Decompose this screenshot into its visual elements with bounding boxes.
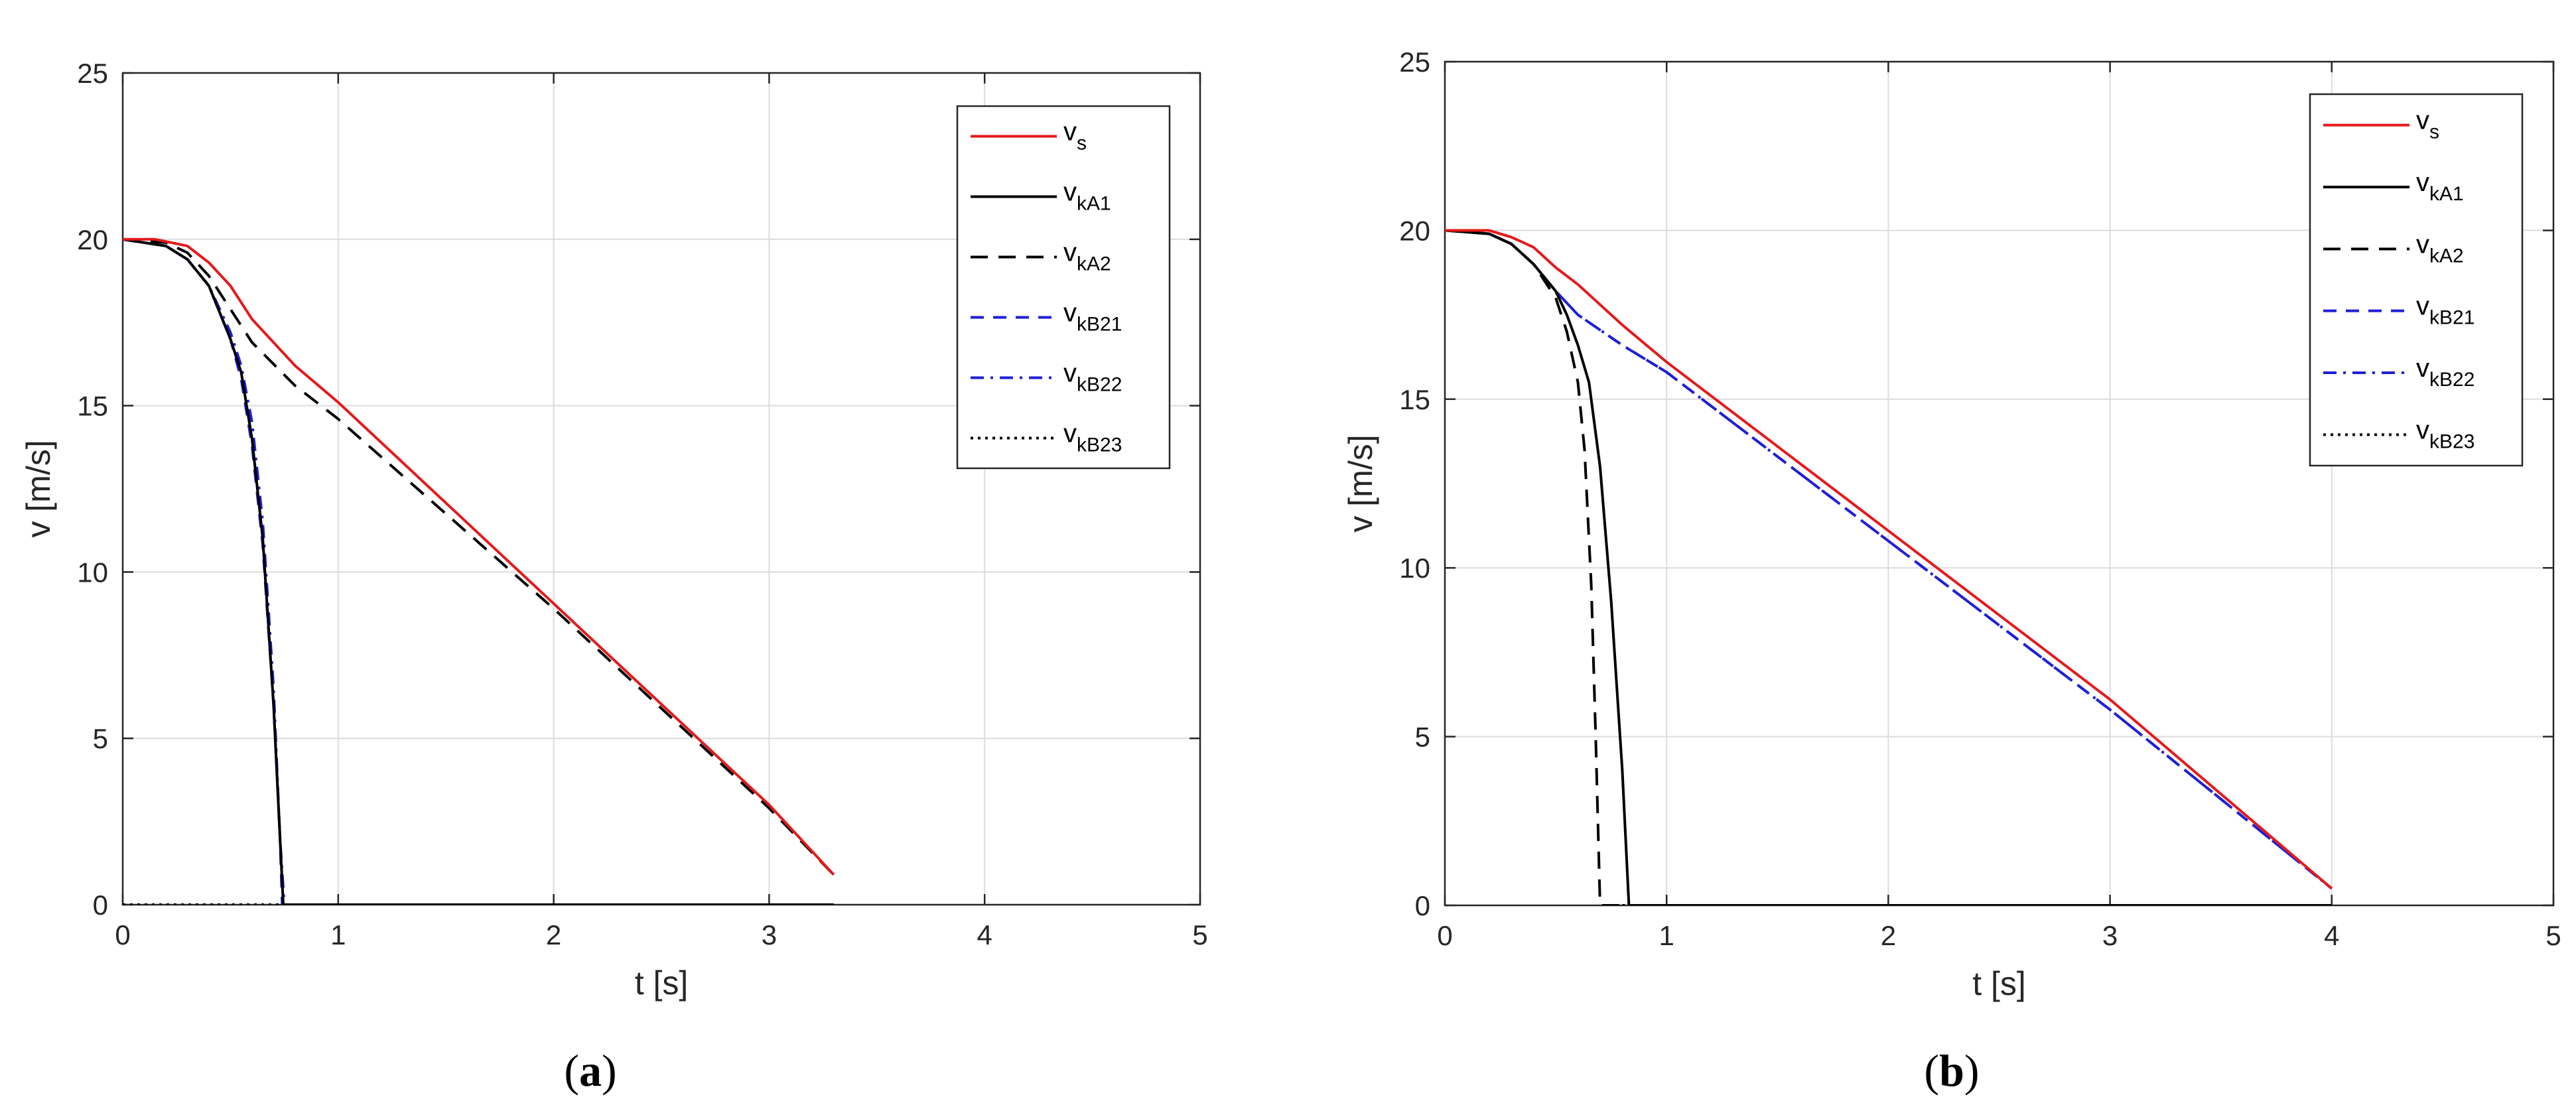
y-tick-label: 15 [1399, 384, 1430, 415]
legend-entry: vkA2 [1063, 238, 1111, 275]
series-line-v-s [1445, 229, 2333, 890]
legend-entry: vkA1 [1063, 178, 1111, 215]
x-tick-label: 5 [1192, 919, 1207, 950]
legend-entry: vkA1 [2416, 168, 2464, 205]
y-tick-label: 5 [1415, 722, 1430, 753]
legend-entry: vkB21 [1063, 298, 1122, 336]
panel-label: (a) [564, 1045, 616, 1096]
y-axis-label: v [m/s] [1342, 434, 1379, 532]
x-tick-label: 0 [1437, 920, 1452, 951]
y-tick-label: 25 [77, 58, 108, 89]
x-tick-label: 0 [115, 919, 130, 950]
x-tick-label: 4 [2324, 920, 2339, 951]
x-tick-label: 1 [330, 919, 346, 950]
x-tick-label: 2 [546, 919, 561, 950]
legend-entry: vs [2416, 106, 2439, 143]
series-line-v-kA2 [123, 237, 835, 876]
legend: vs vkA1 vkA2 vkB21 vkB22 vkB23 [956, 105, 1171, 470]
series-line-v-kB21 [1445, 229, 2333, 890]
y-tick-label: 10 [77, 556, 108, 588]
y-tick-label: 10 [1399, 553, 1430, 584]
y-axis-label: v [m/s] [20, 440, 57, 537]
y-tick-label: 5 [93, 723, 108, 754]
x-tick-label: 2 [1881, 920, 1896, 951]
x-tick-label: 3 [762, 919, 777, 950]
chart-panel-a: 0 1 2 3 4 5 0 5 10 15 20 25 t [s] v [m/s] vs vkA1 vkA2 vk… [20, 58, 1208, 1096]
x-axis-label: t [s] [1972, 965, 2026, 1002]
series-group [123, 237, 835, 905]
y-tick-label: 20 [1399, 215, 1430, 246]
legend-entry: vkB23 [1063, 419, 1122, 456]
legend-entry: vkB23 [2416, 415, 2474, 452]
y-tick-label: 0 [93, 889, 108, 921]
y-tick-label: 15 [77, 391, 108, 422]
legend-entry: vkB22 [1063, 359, 1122, 396]
legend: vs vkA1 vkA2 vkB21 vkB22 vkB23 [2309, 93, 2524, 467]
series-line-v-kA1 [1445, 229, 2332, 905]
y-tick-label: 20 [77, 224, 108, 255]
x-tick-label: 1 [1659, 920, 1674, 951]
legend-entry: vkB21 [2416, 292, 2474, 329]
series-line-v-s [123, 237, 835, 876]
x-axis-label: t [s] [635, 964, 689, 1002]
legend-entry: vkB22 [2416, 354, 2474, 391]
x-tick-label: 3 [2102, 920, 2118, 951]
legend-entry: vs [1063, 117, 1087, 155]
legend-box [2309, 93, 2524, 467]
x-tick-label: 4 [977, 919, 992, 950]
chart-panel-b: 0 1 2 3 4 5 0 5 10 15 20 25 t [s] v [m/s] vs vkA1 vkA2 vk… [1342, 46, 2561, 1096]
legend-entry: vkA2 [2416, 229, 2464, 267]
panel-label: (b) [1924, 1045, 1979, 1096]
series-line-v-kA1 [123, 237, 834, 905]
series-group [1445, 229, 2333, 905]
x-tick-label: 5 [2545, 920, 2561, 951]
y-tick-label: 0 [1415, 890, 1430, 921]
legend-box [956, 105, 1171, 470]
y-tick-label: 25 [1399, 46, 1430, 78]
